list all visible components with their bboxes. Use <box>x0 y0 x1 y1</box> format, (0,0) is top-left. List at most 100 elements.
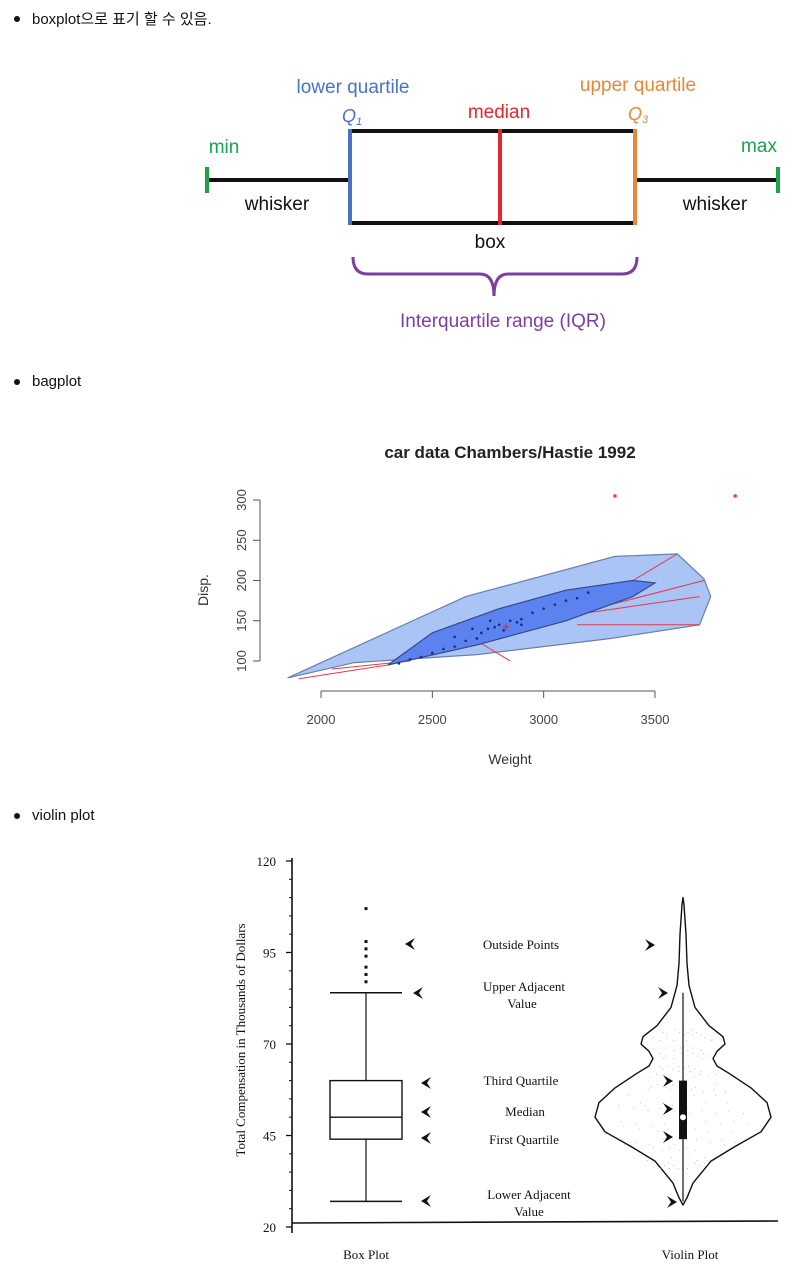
connector-line <box>588 596 700 614</box>
violin-dot <box>701 1058 703 1060</box>
annotation-first-quartile: First Quartile <box>489 1132 559 1147</box>
q3-label: Q3 <box>628 104 649 126</box>
violin-dot <box>628 1094 630 1096</box>
violin-dot <box>714 1073 716 1075</box>
y-axis-label: Total Compensation in Thousands of Dolla… <box>233 923 248 1156</box>
violin-dot <box>724 1092 726 1094</box>
violin-dot <box>678 1071 680 1073</box>
violin-dot <box>679 1031 681 1033</box>
violin-dot <box>705 1120 707 1122</box>
violin-dot <box>646 1159 648 1161</box>
x-axis-label: Weight <box>488 751 531 767</box>
category-label: Violin Plot <box>662 1247 719 1262</box>
violin-dot <box>720 1157 722 1159</box>
data-point <box>475 637 479 640</box>
violin-dot <box>712 1089 714 1091</box>
violin-dot <box>734 1141 736 1143</box>
lower-quartile-label: lower quartile <box>297 77 410 98</box>
bullet-icon <box>14 15 20 22</box>
list-item-label: boxplot으로 표기 할 수 있음. <box>32 11 212 28</box>
violin-dot <box>703 1092 705 1094</box>
violin-dot <box>693 1047 695 1049</box>
max-label: max <box>741 136 777 157</box>
violin-dot <box>709 1055 711 1057</box>
data-point <box>553 603 557 606</box>
violin-dot <box>716 1113 718 1115</box>
violin-dot <box>700 1034 702 1036</box>
violin-dot <box>657 1131 659 1133</box>
violin-dot <box>659 1107 661 1109</box>
violin-dot <box>678 1167 680 1169</box>
violin-dot <box>669 1167 671 1169</box>
x-tick-label: 2500 <box>418 712 447 727</box>
data-point <box>486 627 490 631</box>
violin-dot <box>660 1167 662 1169</box>
min-label: min <box>209 137 240 158</box>
y-tick-label: 45 <box>263 1129 276 1144</box>
x-axis <box>291 1220 779 1224</box>
y-tick-label: 300 <box>234 489 249 511</box>
arrow-icon <box>663 1103 673 1115</box>
box <box>329 1079 403 1140</box>
data-point <box>531 611 534 614</box>
arrow-icon <box>663 1075 673 1087</box>
violin-dot <box>693 1076 695 1078</box>
y-tick-label: 70 <box>263 1037 276 1052</box>
violin-dot <box>700 1073 702 1075</box>
violin-dot <box>672 1058 674 1060</box>
arrow-icon <box>667 1196 677 1208</box>
outside-point <box>364 972 368 976</box>
data-point <box>471 627 474 631</box>
violin-dot <box>707 1131 709 1133</box>
outside-point <box>364 965 368 969</box>
category-label: Box Plot <box>343 1247 389 1262</box>
violin-dot <box>696 1139 698 1140</box>
violin-dot <box>695 1128 697 1130</box>
data-point <box>464 639 468 643</box>
violin-dot <box>644 1105 646 1107</box>
violin-dot <box>692 1034 694 1036</box>
outlier-point <box>733 494 737 498</box>
violin-dot <box>668 1162 670 1164</box>
violin-dot <box>686 1167 688 1169</box>
violin-dot <box>664 1123 666 1125</box>
violin-dot <box>695 1031 697 1033</box>
violin-dot <box>687 1065 689 1067</box>
violin-dot <box>653 1037 655 1039</box>
violin-dot <box>671 1105 673 1107</box>
violin-dot <box>652 1047 654 1049</box>
connector-line <box>476 640 511 662</box>
data-point <box>442 647 445 651</box>
violin-dot <box>711 1039 713 1041</box>
violin-dot <box>674 1029 676 1031</box>
violin-dot <box>640 1102 642 1104</box>
annotation-third-quartile: Third Quartile <box>484 1073 559 1088</box>
violin-dot <box>701 1110 703 1112</box>
violin-dot <box>698 1055 700 1057</box>
violin-dot <box>685 1146 687 1148</box>
violin-dot <box>721 1139 723 1140</box>
violin-dot <box>705 1102 707 1104</box>
data-point <box>431 651 434 655</box>
violin-dot <box>666 1047 668 1049</box>
data-point <box>515 621 519 624</box>
violin-dot <box>659 1052 661 1054</box>
violin-dot <box>685 1073 687 1075</box>
violin-dot <box>692 1052 694 1054</box>
annotation-lower-adjacent-value: Value <box>514 1204 544 1219</box>
violin-dot <box>689 1071 691 1073</box>
list-item-boxplot: boxplot으로 표기 할 수 있음. <box>14 8 212 29</box>
violin-dot <box>621 1139 623 1140</box>
y-tick-label: 95 <box>263 946 276 961</box>
data-point <box>453 645 456 648</box>
arrow-icon <box>421 1132 431 1144</box>
arrow-icon <box>405 938 415 950</box>
violin-dot <box>703 1052 705 1054</box>
data-point <box>497 623 501 627</box>
violin-dot <box>728 1110 730 1112</box>
bullet-icon <box>14 378 20 385</box>
y-tick-label: 250 <box>234 529 249 551</box>
violin-dot <box>694 1149 696 1151</box>
violin-dot <box>667 1034 669 1036</box>
violin-dot <box>708 1076 710 1078</box>
